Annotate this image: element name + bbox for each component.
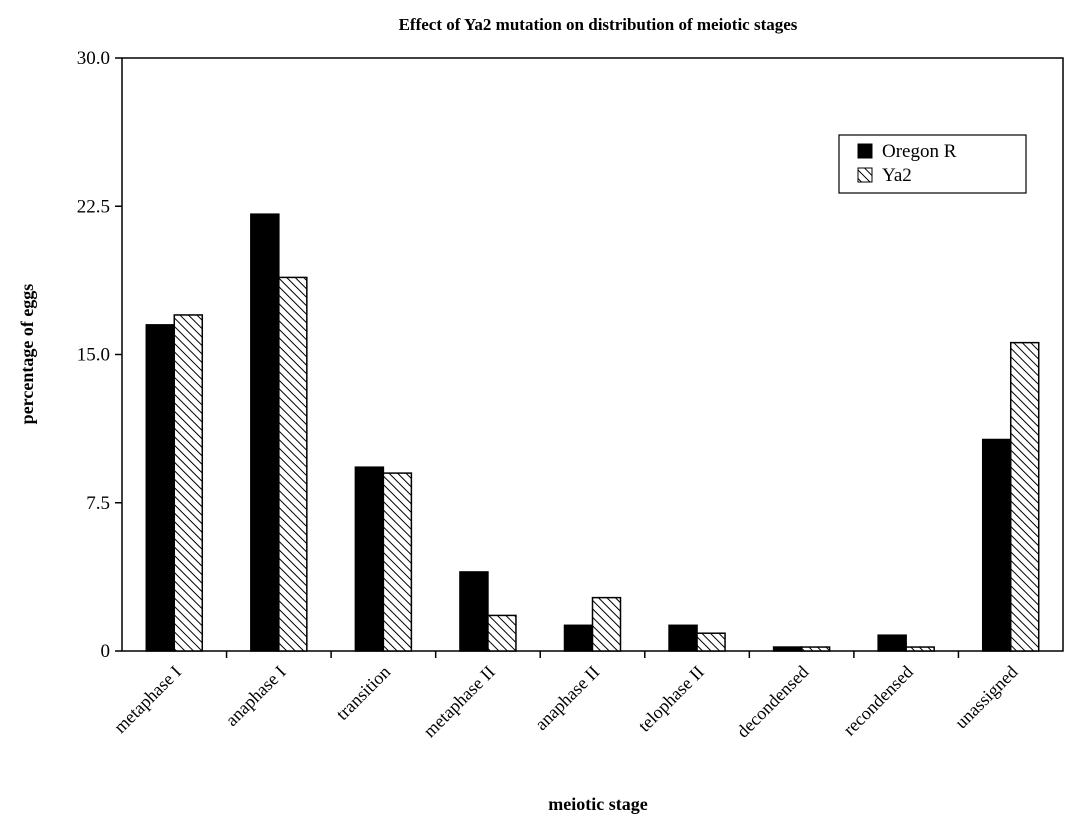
legend-label-ya2: Ya2: [882, 165, 912, 186]
bar-ya2: [905, 646, 935, 652]
x-tick-label: metaphase I: [110, 662, 185, 737]
bar-ya2: [1009, 341, 1040, 652]
x-axis-label: meiotic stage: [548, 794, 647, 814]
x-tick-label: telophase II: [634, 662, 708, 736]
bar-ya2: [278, 276, 308, 652]
x-tick-label: metaphase II: [419, 662, 499, 742]
bar-oregon-r: [145, 324, 176, 652]
bars: [145, 213, 1040, 652]
bar-ya2: [382, 472, 413, 652]
x-tick-label: unassigned: [951, 662, 1022, 733]
x-tick-label: recondensed: [839, 662, 917, 740]
legend-label-oregon-r: Oregon R: [882, 141, 957, 162]
legend-swatch-oregon-r: [857, 143, 873, 159]
bar-ya2: [487, 614, 517, 652]
y-axis-label: percentage of eggs: [17, 284, 37, 425]
x-tick-label: transition: [332, 662, 394, 724]
y-tick-label: 30.0: [77, 48, 110, 69]
bar-ya2: [696, 632, 726, 652]
x-tick-label: anaphase II: [531, 662, 603, 734]
bar-ya2: [173, 314, 204, 652]
bar-oregon-r: [459, 571, 489, 652]
legend: Oregon R Ya2: [838, 134, 1027, 194]
x-axis: metaphase I anaphase I transition metaphase…: [110, 651, 1022, 742]
y-axis: 0 7.5 15.0 22.5 30.0: [77, 48, 122, 662]
bar-oregon-r: [563, 624, 594, 652]
bar-oregon-r: [354, 466, 385, 652]
bar-oregon-r: [772, 646, 803, 652]
bar-oregon-r: [981, 438, 1012, 652]
bar-ya2: [591, 596, 622, 652]
y-tick-label: 22.5: [77, 196, 110, 217]
bar-oregon-r: [250, 213, 280, 652]
bar-oregon-r: [877, 634, 907, 652]
y-tick-label: 0: [101, 641, 111, 662]
x-tick-label: decondensed: [733, 662, 813, 742]
chart-title: Effect of Ya2 mutation on distribution o…: [399, 15, 798, 34]
y-tick-label: 7.5: [86, 493, 110, 514]
y-tick-label: 15.0: [77, 345, 110, 366]
x-tick-label: anaphase I: [221, 662, 289, 730]
bar-ya2: [800, 646, 831, 652]
bar-oregon-r: [668, 624, 698, 652]
legend-swatch-ya2: [857, 167, 873, 183]
